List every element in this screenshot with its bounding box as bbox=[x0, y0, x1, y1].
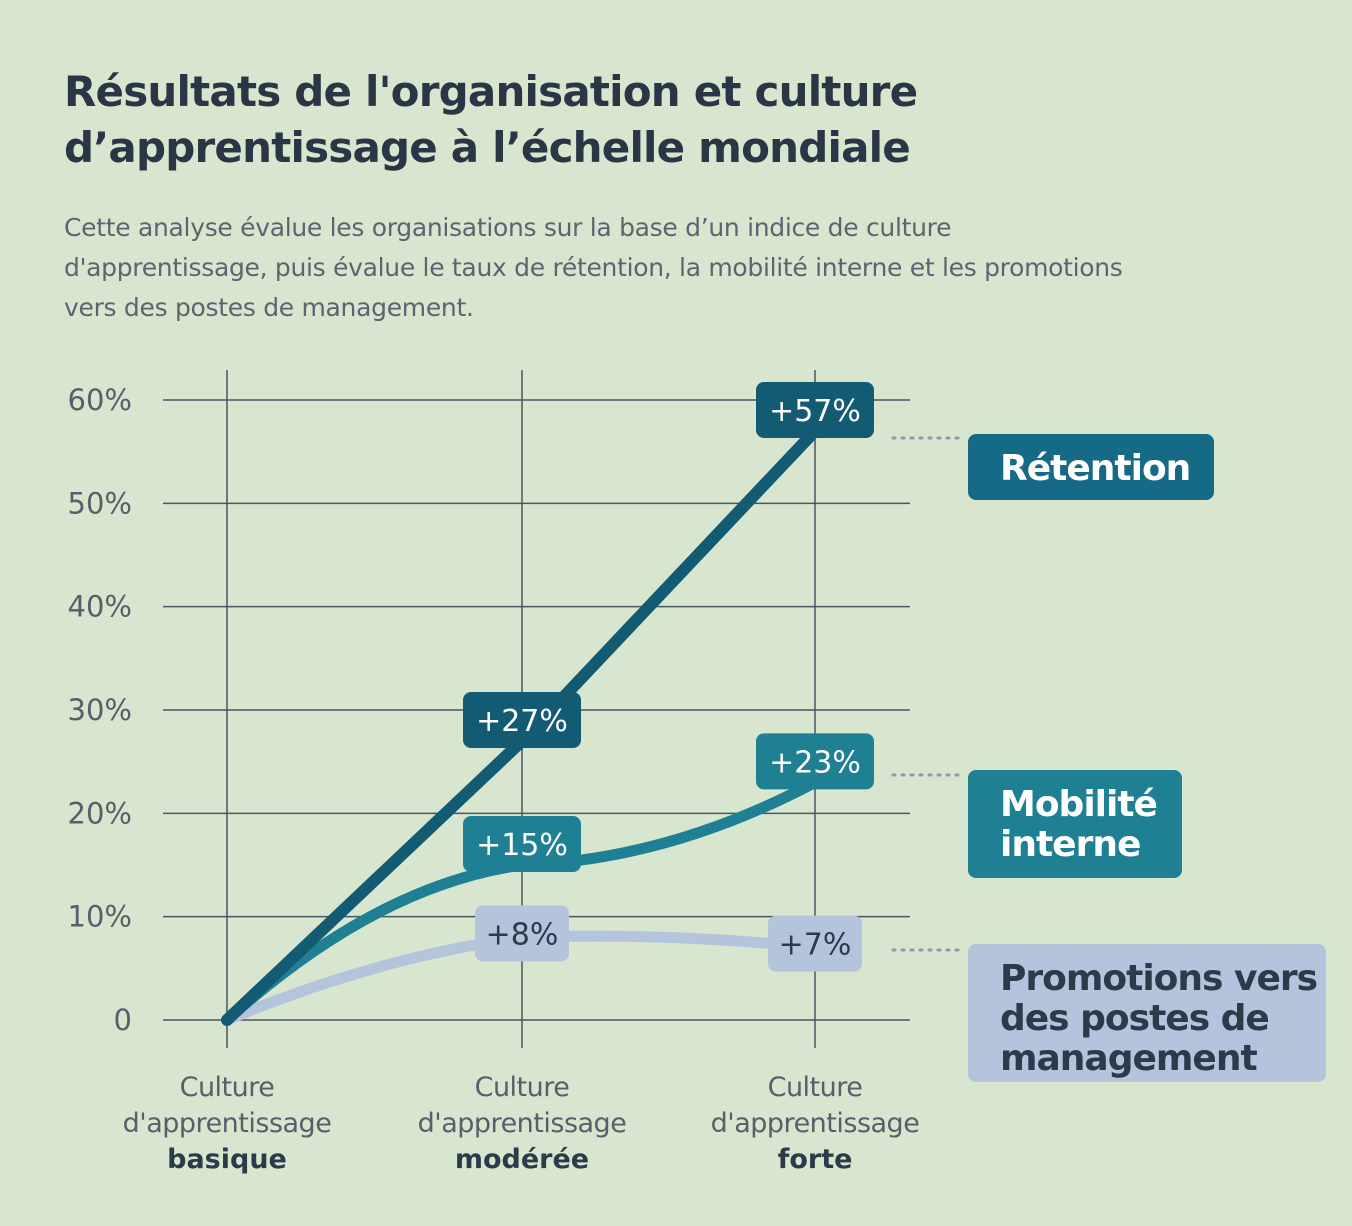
data-label: +23% bbox=[769, 745, 861, 780]
data-label-box bbox=[463, 692, 581, 748]
y-tick-label: 60% bbox=[68, 383, 132, 417]
data-label-box bbox=[756, 733, 874, 790]
data-label: +7% bbox=[779, 928, 852, 963]
x-tick-label: d'apprentissage bbox=[418, 1108, 627, 1139]
legend-box bbox=[968, 434, 1214, 500]
legend-box bbox=[968, 944, 1326, 1082]
data-label-box bbox=[756, 382, 874, 438]
x-tick-label: d'apprentissage bbox=[123, 1108, 332, 1139]
chart-subtitle: Cette analyse évalue les organisations s… bbox=[64, 208, 1304, 328]
legend-label: Promotions vers bbox=[1000, 958, 1317, 999]
data-label: +8% bbox=[486, 917, 559, 952]
legend-label: des postes de bbox=[1000, 998, 1269, 1039]
chart-title-line: d’apprentissage à l’échelle mondiale bbox=[64, 123, 911, 172]
legend-label: Mobilité bbox=[1000, 784, 1157, 825]
y-tick-label: 10% bbox=[68, 900, 132, 934]
x-tick-label: d'apprentissage bbox=[711, 1108, 920, 1139]
y-tick-label: 40% bbox=[68, 590, 132, 624]
data-label-box bbox=[475, 905, 569, 962]
chart-subtitle-line: vers des postes de management. bbox=[64, 293, 474, 322]
legend-box bbox=[968, 770, 1182, 878]
data-label: +57% bbox=[769, 394, 861, 429]
y-tick-label: 50% bbox=[68, 486, 132, 520]
y-tick-label: 20% bbox=[68, 796, 132, 830]
y-tick-label: 0 bbox=[114, 1003, 132, 1037]
x-tick-label-bold: modérée bbox=[455, 1144, 589, 1175]
y-tick-label: 30% bbox=[68, 693, 132, 727]
chart-title: Résultats de l'organisation et culture d… bbox=[64, 64, 1164, 176]
chart-subtitle-line: Cette analyse évalue les organisations s… bbox=[64, 213, 952, 242]
legend-label: Rétention bbox=[1000, 448, 1190, 489]
chart-title-line: Résultats de l'organisation et culture bbox=[64, 67, 918, 116]
legend-label: interne bbox=[1000, 824, 1140, 865]
data-label: +27% bbox=[476, 704, 568, 739]
x-tick-label: Culture bbox=[768, 1072, 863, 1103]
legend-label: management bbox=[1000, 1038, 1257, 1079]
data-label: +15% bbox=[476, 828, 568, 863]
data-label-box bbox=[768, 915, 862, 972]
x-tick-label-bold: basique bbox=[167, 1144, 287, 1175]
x-tick-label-bold: forte bbox=[778, 1144, 853, 1175]
x-tick-label: Culture bbox=[475, 1072, 570, 1103]
data-label-box bbox=[463, 816, 581, 872]
x-tick-label: Culture bbox=[180, 1072, 275, 1103]
chart-subtitle-line: d'apprentissage, puis évalue le taux de … bbox=[64, 253, 1123, 282]
